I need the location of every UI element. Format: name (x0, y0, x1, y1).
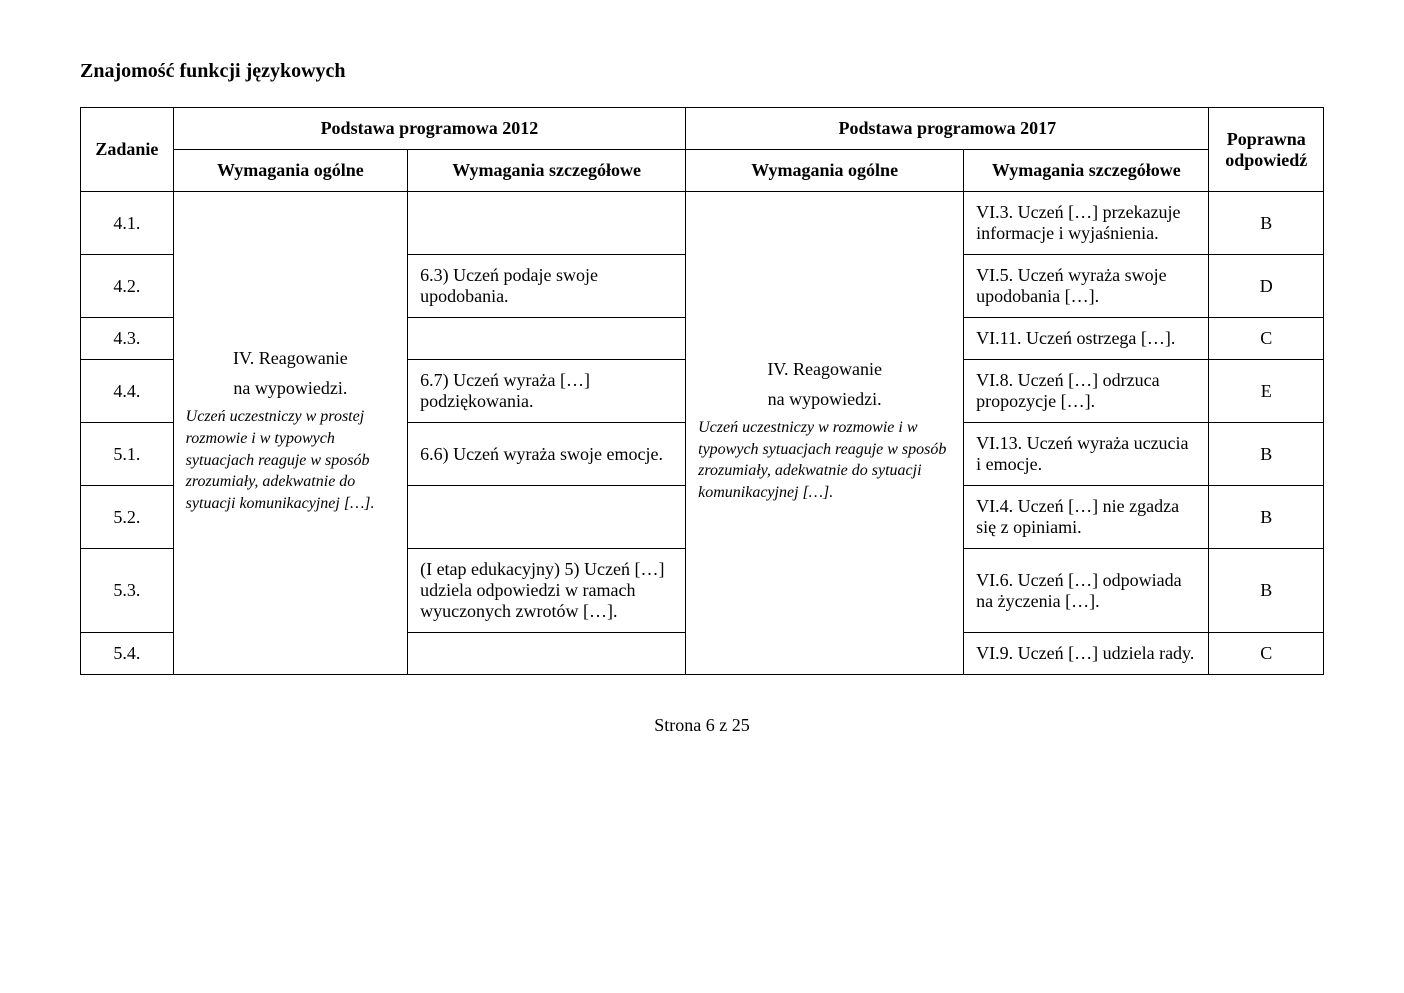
cell-zadanie: 5.2. (81, 486, 174, 549)
cell-ws2017: VI.8. Uczeń […] odrzuca propozycje […]. (964, 360, 1209, 423)
wo2012-line1: IV. Reagowanie (186, 346, 395, 370)
cell-zadanie: 5.4. (81, 633, 174, 675)
cell-ws2012: 6.6) Uczeń wyraża swoje emocje. (408, 423, 686, 486)
cell-ws2012 (408, 633, 686, 675)
wo2012-line2: na wypowiedzi. (186, 376, 395, 400)
cell-ws2017: VI.3. Uczeń […] przekazuje informacje i … (964, 192, 1209, 255)
cell-ws2012: 6.3) Uczeń podaje swoje upodobania. (408, 255, 686, 318)
cell-wo-2012-merged: IV. Reagowanie na wypowiedzi. Uczeń ucze… (173, 192, 407, 675)
cell-ws2012 (408, 486, 686, 549)
cell-odp: B (1209, 549, 1324, 633)
header-ws-2017: Wymagania szczegółowe (964, 150, 1209, 192)
cell-ws2017: VI.6. Uczeń […] odpowiada na życzenia […… (964, 549, 1209, 633)
cell-odp: C (1209, 318, 1324, 360)
cell-zadanie: 5.3. (81, 549, 174, 633)
cell-zadanie: 5.1. (81, 423, 174, 486)
cell-odp: B (1209, 486, 1324, 549)
page-footer: Strona 6 z 25 (80, 715, 1324, 736)
cell-ws2012: 6.7) Uczeń wyraża […] podziękowania. (408, 360, 686, 423)
cell-ws2017: VI.5. Uczeń wyraża swoje upodobania […]. (964, 255, 1209, 318)
header-wo-2017: Wymagania ogólne (686, 150, 964, 192)
requirements-table: Zadanie Podstawa programowa 2012 Podstaw… (80, 107, 1324, 675)
wo2012-italic: Uczeń uczestniczy w prostej rozmowie i w… (186, 406, 395, 514)
wo2017-line1: IV. Reagowanie (698, 357, 951, 381)
header-ws-2012: Wymagania szczegółowe (408, 150, 686, 192)
cell-odp: B (1209, 423, 1324, 486)
cell-odp: E (1209, 360, 1324, 423)
cell-ws2017: VI.13. Uczeń wyraża uczucia i emocje. (964, 423, 1209, 486)
wo2017-line2: na wypowiedzi. (698, 387, 951, 411)
cell-odp: D (1209, 255, 1324, 318)
cell-ws2012 (408, 192, 686, 255)
header-zadanie: Zadanie (81, 108, 174, 192)
table-header-row-1: Zadanie Podstawa programowa 2012 Podstaw… (81, 108, 1324, 150)
header-pp2012: Podstawa programowa 2012 (173, 108, 685, 150)
cell-zadanie: 4.1. (81, 192, 174, 255)
cell-odp: B (1209, 192, 1324, 255)
header-odp: Poprawna odpowiedź (1209, 108, 1324, 192)
cell-ws2012 (408, 318, 686, 360)
cell-ws2012: (I etap edukacyjny) 5) Uczeń […] udziela… (408, 549, 686, 633)
cell-zadanie: 4.2. (81, 255, 174, 318)
header-wo-2012: Wymagania ogólne (173, 150, 407, 192)
cell-zadanie: 4.3. (81, 318, 174, 360)
header-pp2017: Podstawa programowa 2017 (686, 108, 1209, 150)
cell-wo-2017-merged: IV. Reagowanie na wypowiedzi. Uczeń ucze… (686, 192, 964, 675)
page-title: Znajomość funkcji językowych (80, 60, 1324, 83)
wo2017-italic: Uczeń uczestniczy w rozmowie i w typowyc… (698, 417, 951, 503)
cell-ws2017: VI.9. Uczeń […] udziela rady. (964, 633, 1209, 675)
cell-ws2017: VI.11. Uczeń ostrzega […]. (964, 318, 1209, 360)
cell-odp: C (1209, 633, 1324, 675)
cell-ws2017: VI.4. Uczeń […] nie zgadza się z opiniam… (964, 486, 1209, 549)
table-header-row-2: Wymagania ogólne Wymagania szczegółowe W… (81, 150, 1324, 192)
table-row: 4.1. IV. Reagowanie na wypowiedzi. Uczeń… (81, 192, 1324, 255)
cell-zadanie: 4.4. (81, 360, 174, 423)
